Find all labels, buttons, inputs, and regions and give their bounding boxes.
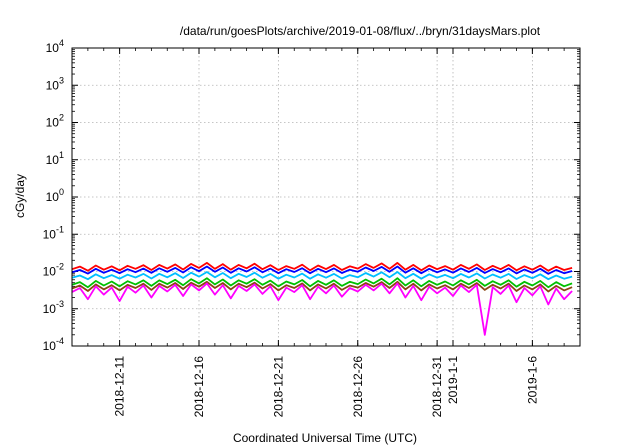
y-tick-exponent: -1 <box>56 224 64 234</box>
y-tick-label: 10-2 <box>43 262 64 279</box>
y-tick-label: 10-1 <box>43 224 64 241</box>
y-tick-exponent: 4 <box>59 38 64 48</box>
x-tick-label: 2018-12-11 <box>113 356 127 417</box>
x-tick-label: 2018-12-21 <box>271 356 285 418</box>
chart-title: /data/run/goesPlots/archive/2019-01-08/f… <box>180 24 541 38</box>
x-tick-label: 2019-1-1 <box>446 356 460 404</box>
series-line-2 <box>71 265 573 275</box>
y-tick-exponent: 3 <box>59 75 64 85</box>
plot-border <box>71 47 581 347</box>
plot-area: 10-410-310-210-11001011021031042018-12-1… <box>43 38 581 418</box>
series-line-4 <box>71 277 573 289</box>
y-tick-exponent: -3 <box>56 299 64 309</box>
y-axis-label: cGy/day <box>13 174 27 218</box>
y-tick-exponent: 0 <box>59 187 64 197</box>
x-tick-label: 2018-12-31 <box>430 356 444 418</box>
y-tick-exponent: 2 <box>59 113 64 123</box>
series-line-6 <box>71 282 573 336</box>
y-tick-exponent: 1 <box>59 150 64 160</box>
series-line-1 <box>71 261 573 272</box>
x-axis-label: Coordinated Universal Time (UTC) <box>233 431 417 445</box>
y-tick-label: 10-3 <box>43 299 64 316</box>
y-tick-exponent: -2 <box>56 262 64 272</box>
series-line-5 <box>71 280 573 293</box>
y-tick-label: 104 <box>46 38 64 55</box>
y-tick-exponent: -4 <box>56 336 64 346</box>
x-tick-label: 2018-12-16 <box>192 356 206 418</box>
y-tick-label: 100 <box>46 187 64 204</box>
y-tick-label: 103 <box>46 75 64 92</box>
y-tick-label: 10-4 <box>43 336 64 353</box>
x-tick-label: 2018-12-26 <box>351 356 365 418</box>
x-tick-label: 2019-1-6 <box>525 356 539 404</box>
series-line-3 <box>71 271 573 281</box>
y-tick-label: 102 <box>46 113 64 130</box>
y-tick-label: 101 <box>46 150 64 167</box>
